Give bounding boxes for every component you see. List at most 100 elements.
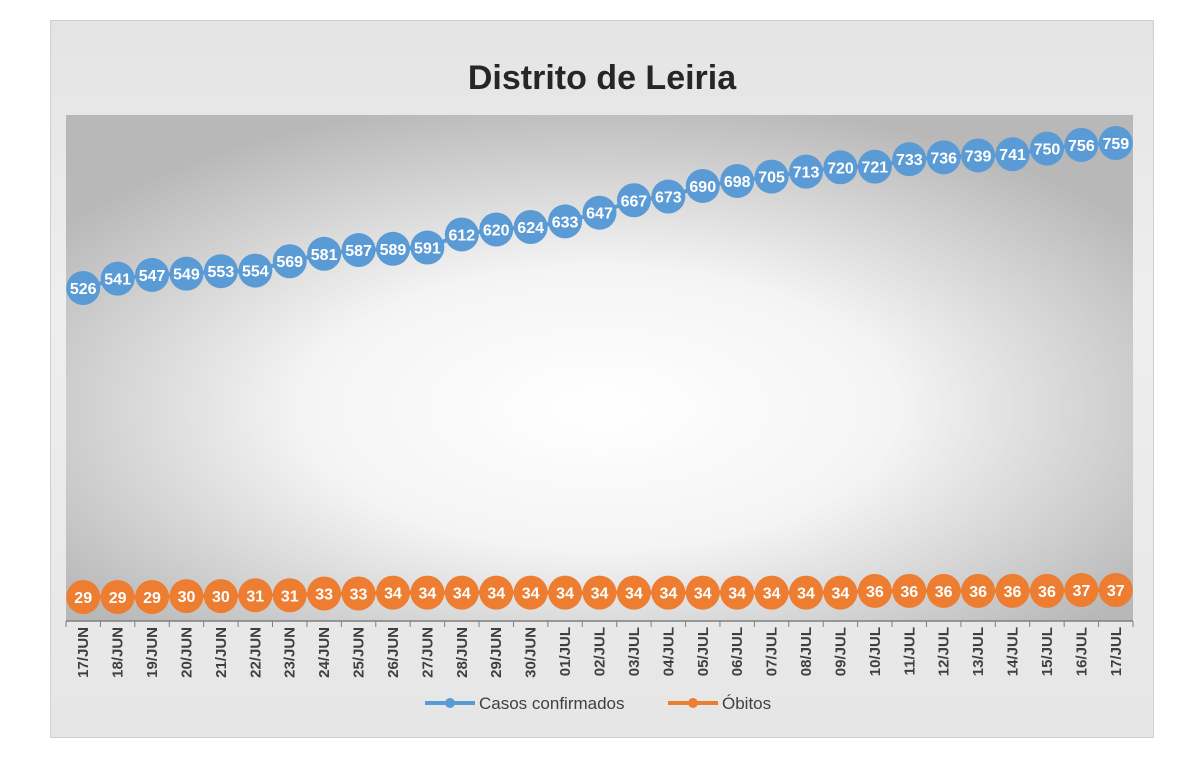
data-point-obitos	[1029, 573, 1064, 608]
legend-obitos: Óbitos	[668, 694, 771, 713]
x-tick-label: 08/JUL	[798, 627, 815, 676]
data-label-obitos: 29	[109, 590, 127, 607]
data-point-casos	[341, 233, 376, 268]
data-label-obitos: 36	[1038, 584, 1056, 601]
data-point-casos	[616, 183, 651, 218]
data-label-casos: 581	[311, 247, 338, 264]
data-point-casos	[754, 159, 789, 194]
data-label-obitos: 36	[1004, 584, 1022, 601]
data-point-casos	[582, 195, 617, 230]
data-point-obitos	[1098, 573, 1133, 607]
data-label-casos: 750	[1034, 142, 1061, 159]
data-label-casos: 554	[242, 264, 269, 281]
data-point-obitos	[100, 580, 135, 614]
x-tick-label: 20/JUN	[178, 627, 195, 678]
data-label-obitos: 34	[556, 586, 574, 603]
data-label-obitos: 34	[625, 586, 643, 603]
x-tick-label: 10/JUL	[867, 627, 884, 676]
data-label-obitos: 34	[419, 586, 437, 603]
data-label-obitos: 33	[315, 587, 333, 604]
x-tick-label: 30/JUN	[523, 627, 540, 678]
data-label-obitos: 34	[728, 586, 746, 603]
data-point-casos	[548, 204, 583, 239]
x-tick-label: 01/JUL	[557, 627, 574, 676]
data-label-casos: 647	[586, 206, 613, 223]
data-point-obitos	[754, 575, 789, 610]
legend-label: Casos confirmados	[479, 694, 625, 713]
data-point-obitos	[203, 579, 238, 614]
data-point-obitos	[926, 573, 961, 608]
data-point-obitos	[238, 578, 273, 613]
data-point-casos	[444, 217, 479, 252]
data-label-obitos: 37	[1107, 583, 1125, 600]
x-tick-label: 24/JUN	[316, 627, 333, 678]
data-label-obitos: 30	[178, 589, 196, 606]
data-point-obitos	[789, 575, 824, 610]
data-point-obitos	[857, 573, 892, 608]
data-label-casos: 673	[655, 190, 682, 207]
data-label-casos: 759	[1102, 136, 1129, 153]
x-tick-label: 09/JUL	[832, 627, 849, 676]
data-point-casos	[926, 140, 961, 175]
x-tick-label: 29/JUN	[488, 627, 505, 678]
data-point-obitos	[892, 573, 927, 608]
data-point-casos	[238, 253, 273, 288]
data-label-obitos: 34	[797, 586, 815, 603]
data-label-obitos: 34	[522, 586, 540, 603]
data-point-casos	[135, 257, 170, 292]
x-tick-label: 22/JUN	[247, 627, 264, 678]
x-tick-label: 13/JUL	[970, 627, 987, 676]
data-label-obitos: 36	[935, 584, 953, 601]
data-label-casos: 553	[208, 264, 235, 281]
data-point-obitos	[169, 579, 204, 614]
x-tick-label: 14/JUL	[1005, 627, 1022, 676]
data-label-obitos: 34	[694, 586, 712, 603]
data-point-casos	[823, 150, 858, 185]
data-label-casos: 667	[621, 193, 648, 210]
data-point-casos	[169, 256, 204, 291]
data-point-casos	[375, 231, 410, 266]
data-label-casos: 591	[414, 241, 441, 258]
chart-title: Distrito de Leiria	[467, 59, 737, 97]
data-point-obitos	[479, 575, 514, 610]
data-label-obitos: 29	[74, 590, 92, 607]
legend-casos: Casos confirmados	[425, 694, 625, 713]
data-point-obitos	[582, 575, 617, 610]
x-tick-label: 17/JUN	[75, 627, 92, 678]
data-label-casos: 541	[104, 272, 131, 289]
data-point-obitos	[66, 580, 101, 614]
data-label-casos: 739	[965, 148, 992, 165]
data-label-casos: 633	[552, 214, 579, 231]
data-label-casos: 741	[999, 147, 1026, 164]
data-label-casos: 698	[724, 174, 751, 191]
legend-label: Óbitos	[722, 694, 771, 713]
data-label-obitos: 37	[1072, 583, 1090, 600]
data-label-casos: 690	[689, 179, 716, 196]
data-point-obitos	[272, 578, 307, 613]
data-label-obitos: 34	[487, 586, 505, 603]
data-point-casos	[892, 142, 927, 177]
data-label-casos: 547	[139, 268, 166, 285]
data-point-obitos	[651, 575, 686, 610]
x-tick-label: 07/JUL	[764, 627, 781, 676]
x-tick-label: 04/JUL	[660, 627, 677, 676]
data-point-casos	[513, 210, 548, 245]
data-label-obitos: 34	[591, 586, 609, 603]
x-tick-label: 02/JUL	[592, 627, 609, 676]
data-point-obitos	[1064, 573, 1099, 607]
data-point-casos	[203, 254, 238, 289]
data-label-obitos: 34	[659, 586, 677, 603]
data-point-casos	[100, 261, 135, 296]
legend-swatch-marker	[688, 698, 698, 708]
data-point-obitos	[307, 576, 342, 611]
data-label-casos: 720	[827, 160, 854, 177]
data-label-obitos: 34	[453, 586, 471, 603]
data-point-casos	[651, 179, 686, 214]
data-point-casos	[789, 154, 824, 189]
data-point-obitos	[341, 576, 376, 611]
data-point-obitos	[995, 573, 1030, 608]
data-label-obitos: 34	[384, 586, 402, 603]
data-label-casos: 526	[70, 281, 97, 298]
legend-swatch-marker	[445, 698, 455, 708]
